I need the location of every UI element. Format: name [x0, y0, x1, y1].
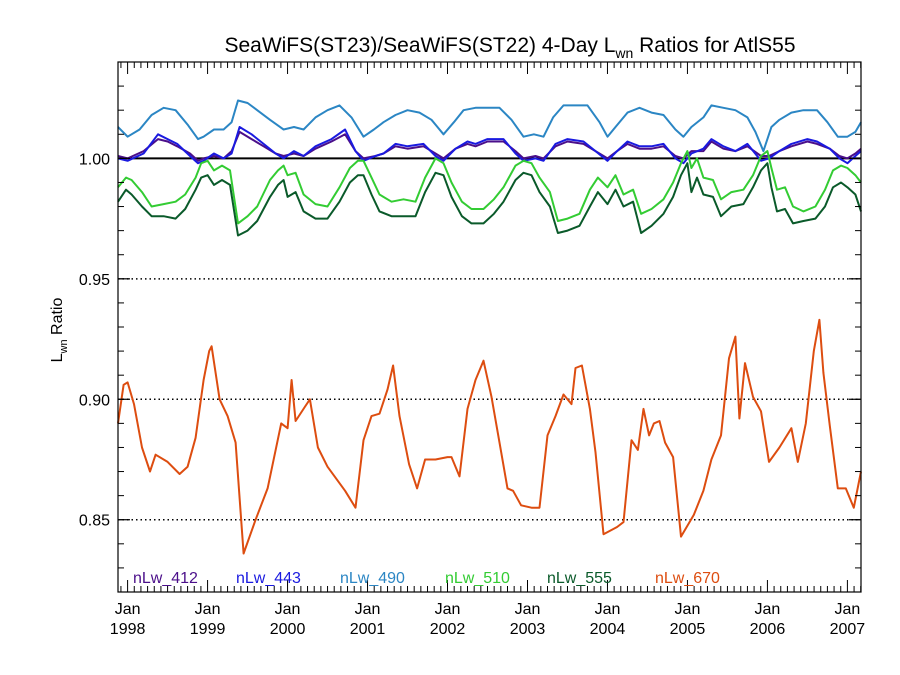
x-tick-label-month: Jan — [595, 601, 621, 618]
legend-entry-nLw_510: nLw_510 — [445, 570, 510, 587]
legend-entry-nLw_670: nLw_670 — [655, 570, 720, 587]
y-axis-title-tail: Ratio — [49, 298, 66, 340]
x-tick-label-month: Jan — [515, 601, 541, 618]
x-tick-label-month: Jan — [275, 601, 301, 618]
x-tick-label-year: 2004 — [590, 621, 626, 638]
series-line-nLw_555 — [117, 162, 862, 237]
series-line-nLw_510 — [117, 150, 862, 225]
y-tick-label: 0.85 — [79, 513, 110, 530]
grid-layer — [118, 157, 861, 521]
x-tick-label-year: 2000 — [270, 621, 306, 638]
x-tick-label-year: 2005 — [670, 621, 706, 638]
y-tick-label: 0.95 — [79, 272, 110, 289]
axis-layer: 0.85 0.90 0.95 1.00 Jan 1998 Jan 1999 Jan 2000 Jan… — [79, 61, 866, 638]
y-axis-title: Lwn Ratio — [49, 298, 70, 363]
x-tick-label-month: Jan — [195, 601, 221, 618]
x-tick-label-month: Jan — [675, 601, 701, 618]
series-line-nLw_443 — [117, 126, 862, 165]
series-layer — [117, 99, 862, 555]
series-line-nLw_670 — [117, 318, 862, 555]
chart-title-main: SeaWiFS(ST23)/SeaWiFS(ST22) 4-Day L — [224, 34, 615, 57]
chart-title-tail: Ratios for AtlS55 — [633, 34, 795, 57]
y-tick-label: 0.90 — [79, 392, 110, 409]
legend-entry-nLw_490: nLw_490 — [340, 570, 405, 587]
legend: nLw_412 nLw_443 nLw_490 nLw_510 nLw_555 nLw_6… — [133, 570, 720, 587]
y-axis-title-main: L — [49, 353, 66, 362]
chart-title-subscript: wn — [614, 45, 633, 61]
x-tick-label-month: Jan — [115, 601, 141, 618]
series-line-nLw_490 — [117, 99, 862, 153]
x-tick-label-month: Jan — [835, 601, 861, 618]
legend-entry-nLw_555: nLw_555 — [547, 570, 612, 587]
x-tick-label-month: Jan — [355, 601, 381, 618]
y-axis-title-subscript: wn — [58, 339, 70, 354]
x-tick-label-year: 2002 — [430, 621, 466, 638]
x-tick-label-month: Jan — [435, 601, 461, 618]
chart-title: SeaWiFS(ST23)/SeaWiFS(ST22) 4-Day Lwn Ra… — [224, 34, 795, 61]
x-tick-label-year: 2003 — [510, 621, 546, 638]
y-tick-label: 1.00 — [79, 151, 110, 168]
x-tick-label-year: 2006 — [750, 621, 786, 638]
x-tick-label-month: Jan — [755, 601, 781, 618]
legend-entry-nLw_443: nLw_443 — [236, 570, 301, 587]
x-tick-label-year: 1999 — [190, 621, 226, 638]
x-tick-label-year: 1998 — [110, 621, 146, 638]
x-tick-label-year: 2001 — [350, 621, 386, 638]
x-tick-label-year: 2007 — [830, 621, 866, 638]
legend-entry-nLw_412: nLw_412 — [133, 570, 198, 587]
